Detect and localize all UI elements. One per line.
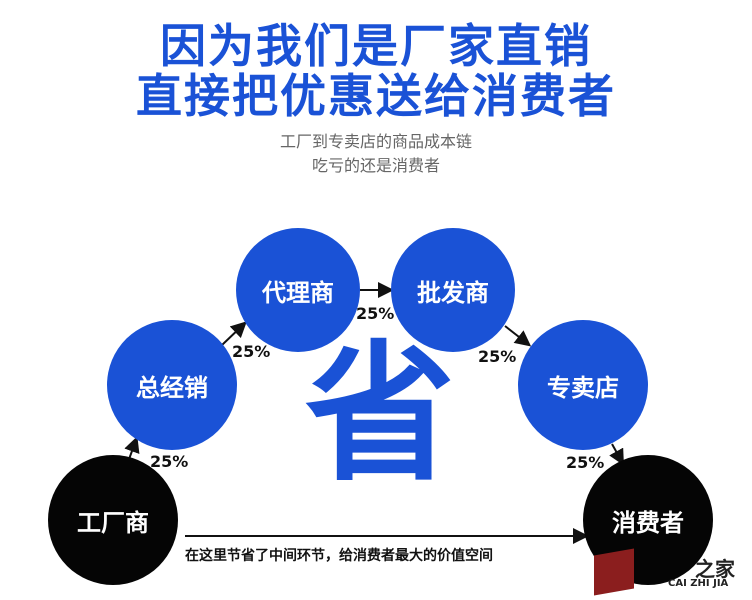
markup-label: 25% xyxy=(232,342,271,361)
markup-label: 25% xyxy=(150,452,189,471)
headline-line1: 因为我们是厂家直销 xyxy=(160,19,592,73)
arrow xyxy=(609,443,624,466)
logo-en: CAI ZHI JIA xyxy=(668,578,729,589)
logo-cn: 之家 xyxy=(695,557,735,581)
markup-label: 25% xyxy=(478,347,517,366)
node-agent: 代理商 xyxy=(236,228,360,352)
subtitle-line2: 吃亏的还是消费者 xyxy=(311,156,440,175)
headline-line2: 直接把优惠送给消费者 xyxy=(136,69,616,123)
node-wholesaler: 批发商 xyxy=(391,228,515,352)
markup-label: 25% xyxy=(356,304,395,323)
subtitle-line1: 工厂到专卖店的商品成本链 xyxy=(279,132,472,151)
markup-label: 25% xyxy=(566,453,605,472)
save-character: 省 xyxy=(304,328,455,502)
arrow xyxy=(221,321,247,346)
logo-cube-icon xyxy=(594,548,634,596)
node-general-distributor: 总经销 xyxy=(107,320,237,450)
node-factory: 工厂商 xyxy=(48,455,178,585)
arrow xyxy=(504,325,532,347)
node-store: 专卖店 xyxy=(518,320,648,450)
bottom-note: 在这里节省了中间环节，给消费者最大的价值空间 xyxy=(185,548,493,564)
